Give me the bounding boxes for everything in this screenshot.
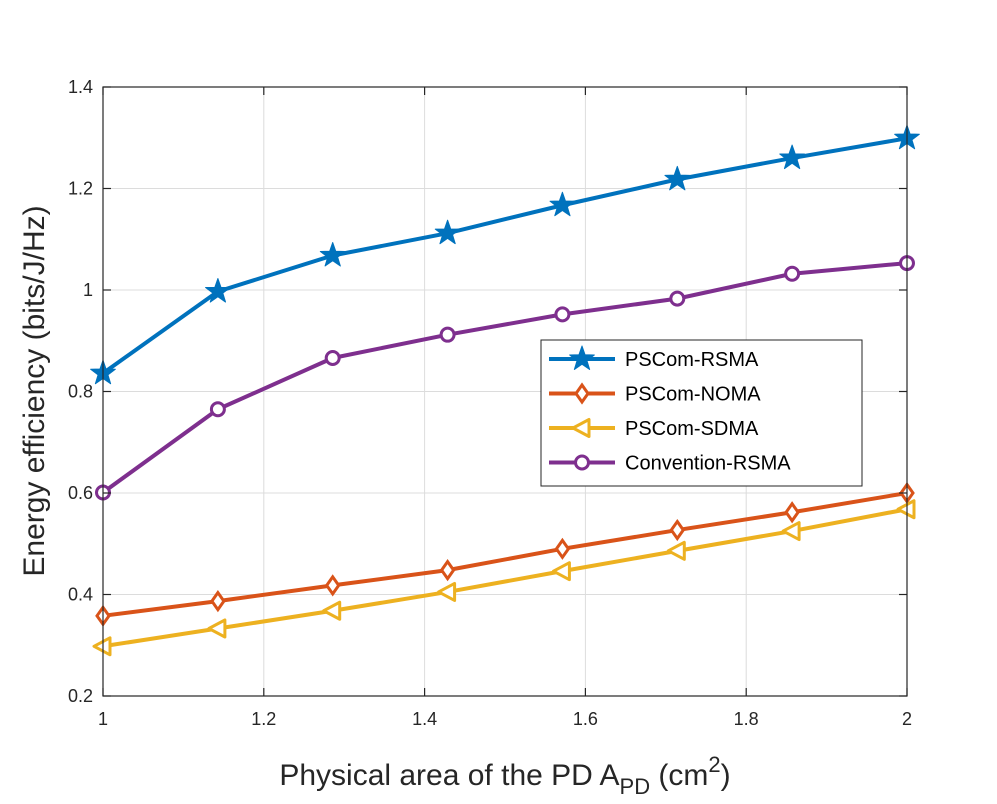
series-line-pscom-noma (101, 491, 909, 618)
legend-label-convention-rsma: Convention-RSMA (625, 453, 791, 475)
legend-item-pscom-rsma: PSCom-RSMA (549, 345, 759, 371)
x-tick-label: 2 (902, 709, 912, 729)
legend-label-pscom-noma: PSCom-NOMA (625, 384, 761, 406)
data-point-pscom-noma (324, 574, 341, 597)
data-point-pscom-noma (669, 518, 686, 542)
data-point-pscom-rsma (664, 165, 691, 191)
data-point-pscom-noma (784, 501, 800, 524)
legend-marker-pscom-noma (574, 382, 590, 405)
x-axis-title-subscript: PD (620, 774, 651, 799)
data-point-pscom-sdma (666, 540, 686, 561)
x-axis-title: Physical area of the PD APD (cm2) (279, 752, 730, 799)
x-tick-label: 1.4 (412, 709, 437, 729)
data-point-pscom-sdma (92, 636, 112, 657)
data-point-pscom-sdma (896, 499, 916, 520)
series-line-pscom-sdma (101, 507, 909, 649)
y-tick-label: 0.8 (68, 382, 93, 402)
data-point-pscom-rsma (779, 144, 805, 170)
data-point-pscom-rsma (549, 191, 576, 217)
x-axis-title-unit-open: (cm (650, 759, 708, 792)
data-point-convention-rsma (439, 326, 456, 343)
data-point-pscom-rsma (205, 278, 231, 303)
y-tick-label: 1.2 (68, 179, 93, 199)
data-point-pscom-rsma (319, 241, 346, 267)
legend-label-pscom-sdma: PSCom-SDMA (625, 418, 759, 440)
y-tick-label: 0.2 (68, 686, 93, 706)
series-line-pscom-rsma (101, 136, 909, 376)
data-point-convention-rsma (324, 350, 341, 367)
data-point-pscom-noma (439, 559, 456, 582)
y-tick-label: 0.6 (68, 483, 93, 503)
y-axis-title: Energy efficiency (bits/J/Hz) (18, 205, 51, 576)
data-point-pscom-sdma (322, 600, 342, 621)
y-tick-label: 0.4 (68, 585, 93, 605)
series-pscom-rsma (90, 124, 920, 385)
x-axis-title-unit-close: ) (721, 759, 731, 792)
series-pscom-noma (95, 481, 915, 627)
series-line-convention-rsma (101, 261, 909, 495)
data-point-pscom-noma (210, 589, 226, 613)
series-layer (90, 124, 920, 657)
legend-item-pscom-noma: PSCom-NOMA (549, 382, 761, 406)
x-axis-title-main: Physical area of the PD A (279, 759, 619, 792)
y-tick-label: 1.4 (68, 77, 93, 97)
series-pscom-sdma (92, 499, 916, 657)
x-tick-label: 1 (98, 709, 108, 729)
legend-marker-pscom-sdma (571, 418, 591, 438)
data-point-convention-rsma (209, 401, 226, 418)
series-convention-rsma (95, 255, 915, 501)
data-point-pscom-noma (554, 537, 571, 560)
data-point-convention-rsma (554, 306, 571, 323)
x-axis-title-superscript: 2 (708, 752, 720, 777)
legend-label-pscom-rsma: PSCom-RSMA (625, 349, 759, 371)
data-point-convention-rsma (784, 265, 801, 282)
data-point-convention-rsma (669, 290, 686, 307)
legend-item-pscom-sdma: PSCom-SDMA (549, 418, 759, 440)
x-tick-label: 1.8 (734, 709, 759, 729)
legend-marker-pscom-rsma (569, 345, 595, 371)
data-point-pscom-rsma (434, 219, 461, 245)
y-tick-label: 1 (83, 280, 93, 300)
ticks: 1 1.2 1.4 1.6 1.8 2 0.2 0.4 0.6 0.8 1 1.2 1.4 (68, 77, 912, 729)
data-point-pscom-sdma (781, 521, 801, 542)
data-point-pscom-sdma (437, 581, 457, 602)
legend-item-convention-rsma: Convention-RSMA (549, 453, 791, 475)
legend: PSCom-RSMA PSCom-NOMA PSCom-SDMA Convention… (540, 339, 863, 487)
data-point-pscom-sdma (207, 618, 227, 639)
x-tick-label: 1.6 (573, 709, 598, 729)
data-point-pscom-sdma (551, 561, 571, 582)
x-tick-label: 1.2 (251, 709, 276, 729)
legend-marker-convention-rsma (574, 454, 590, 471)
